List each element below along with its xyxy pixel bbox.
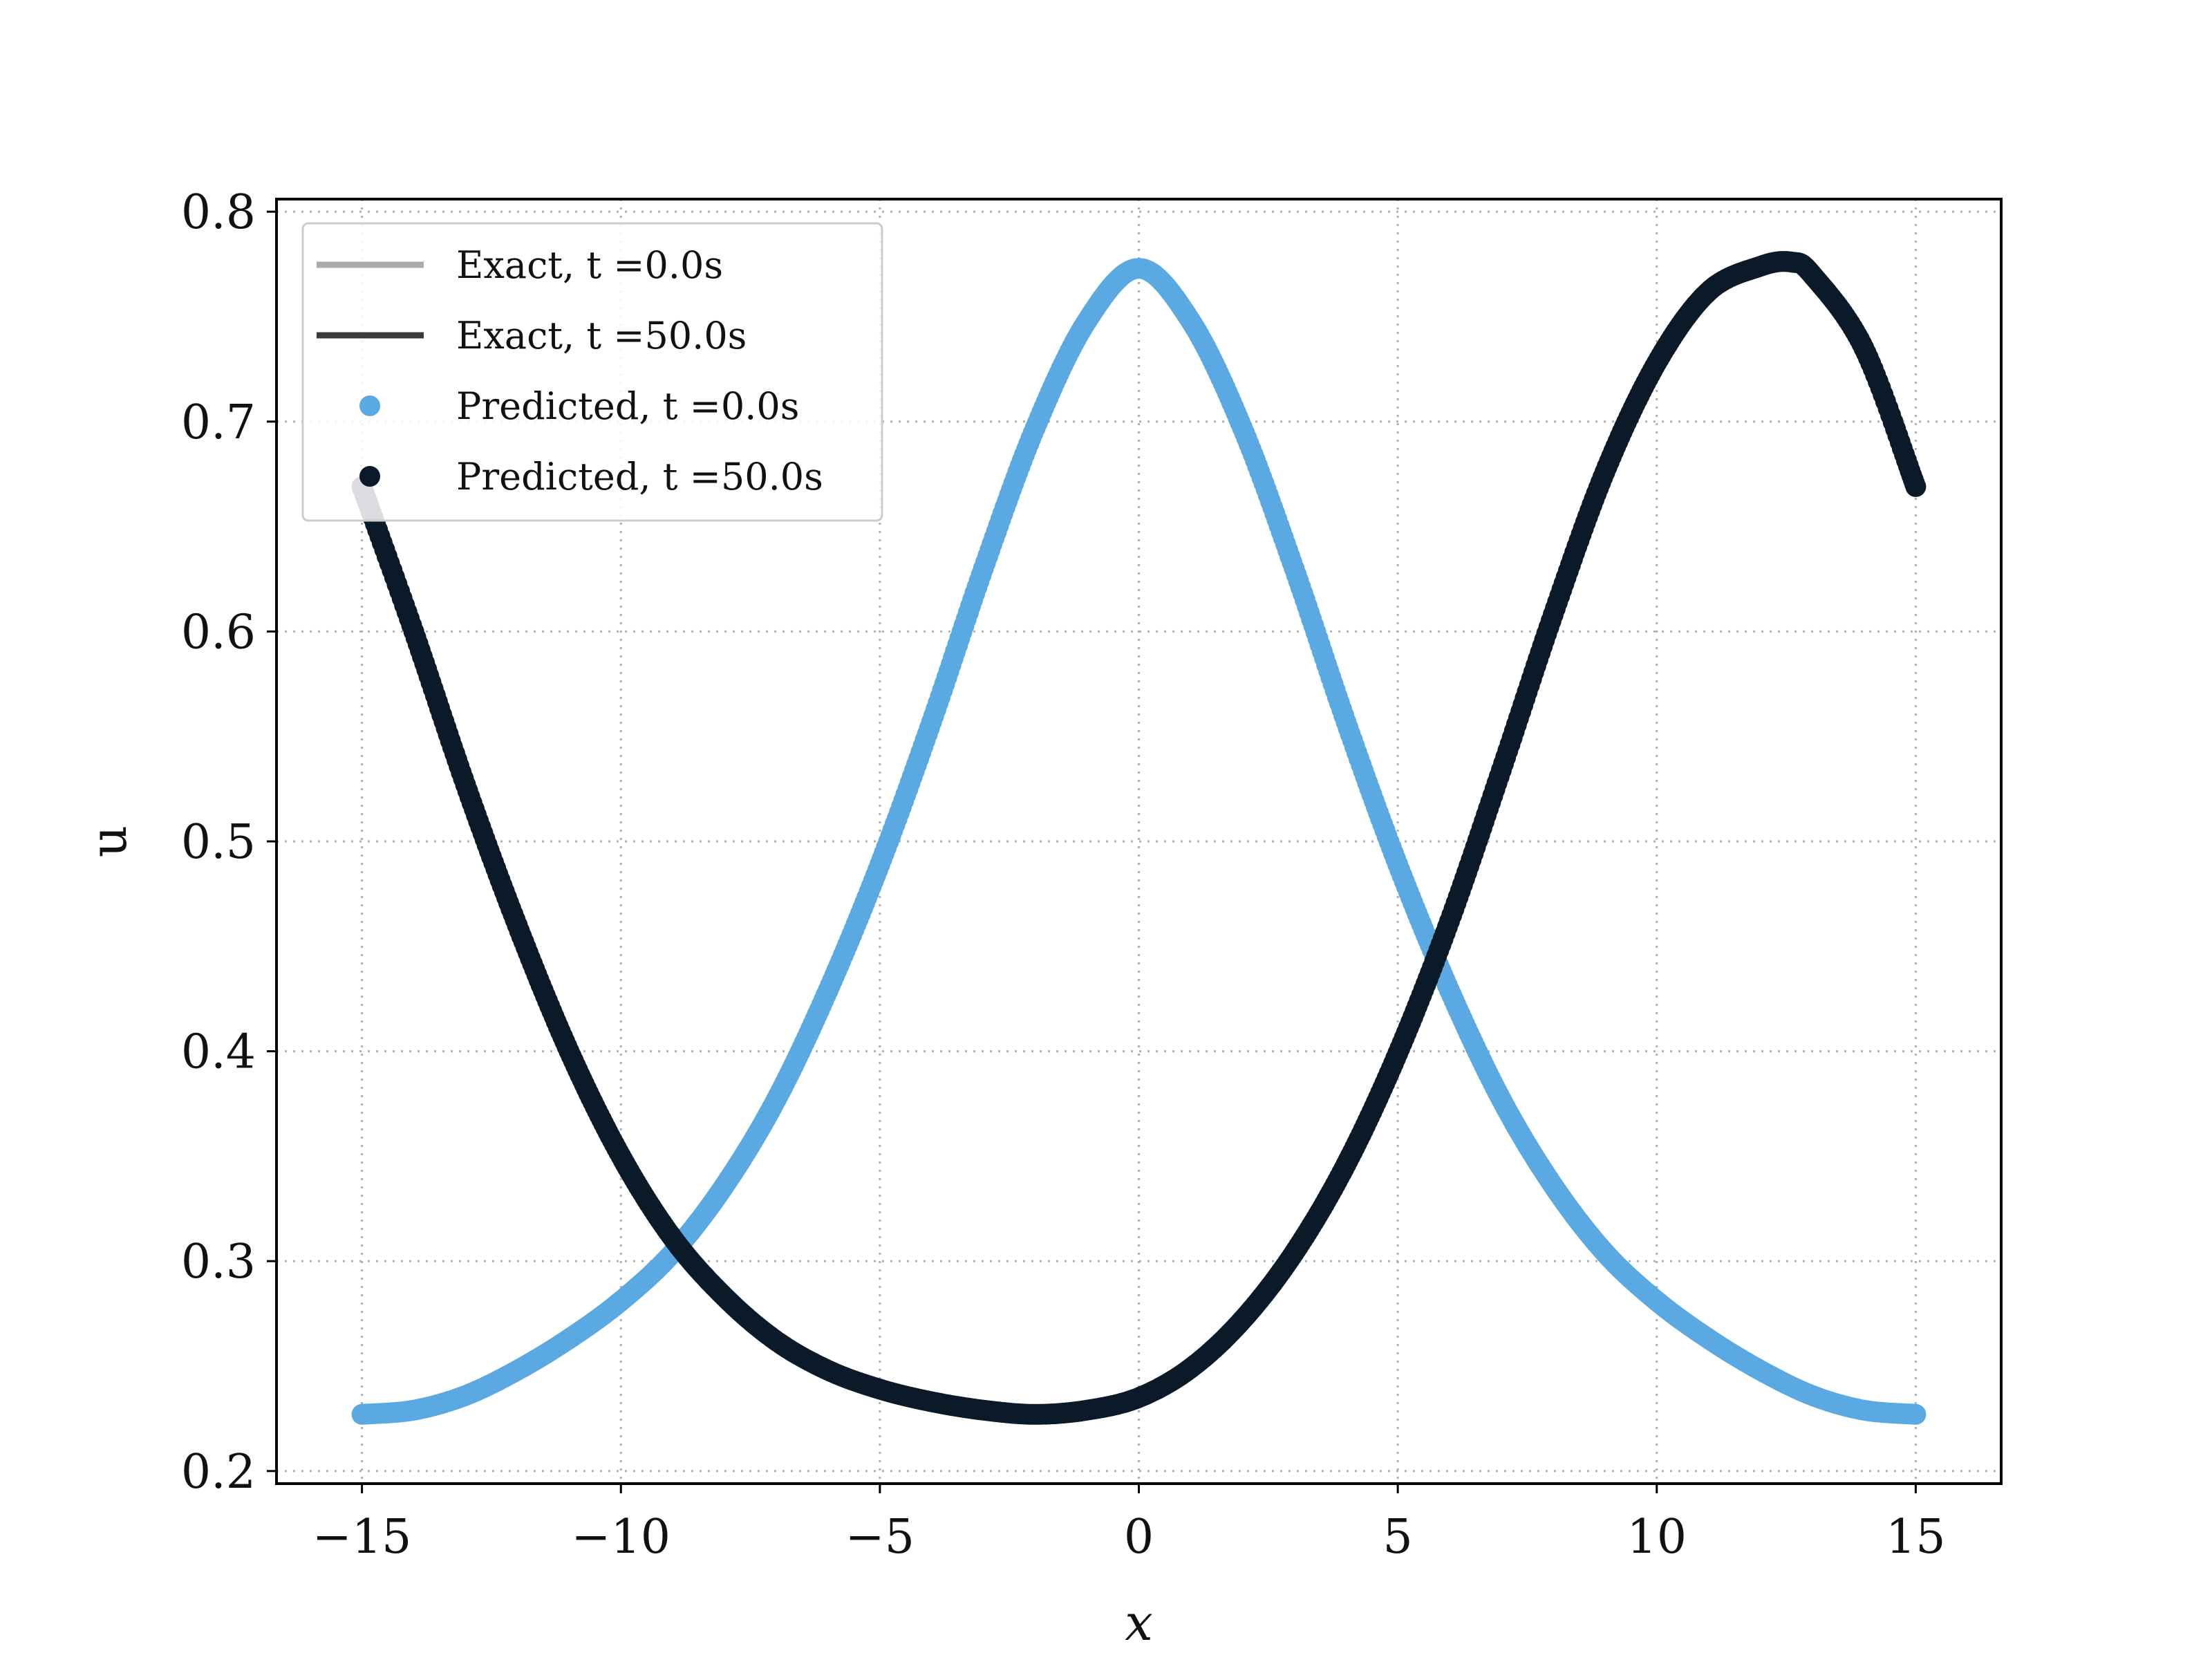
legend-box: [301, 222, 883, 522]
x-tick-label: −15: [312, 1510, 412, 1565]
y-tick-label: 0.2: [181, 1445, 256, 1500]
legend-item: Predicted, t =50.0s: [359, 455, 823, 498]
legend-item: Exact, t =50.0s: [317, 314, 747, 357]
y-axis-label: u: [79, 825, 138, 857]
tick-labels: −15 −10 −5 0 5 10 15 0.2 0.3 0.4 0.5 0.6 0.7 0.8: [181, 185, 1946, 1565]
legend-items: Exact, t =0.0s Exact, t =50.0s Predicted, …: [317, 243, 823, 498]
data-point: [1905, 476, 1927, 497]
x-axis-label: x: [1125, 1594, 1153, 1652]
legend-dot-swatch: [359, 395, 380, 416]
y-tick-label: 0.6: [181, 605, 256, 660]
y-tick-label: 0.4: [181, 1025, 256, 1080]
legend-dot-swatch: [359, 466, 380, 487]
x-tick-label: 5: [1382, 1510, 1412, 1565]
legend-item: Exact, t =0.0s: [317, 243, 723, 287]
legend-label: Exact, t =50.0s: [456, 314, 747, 357]
data-point: [1905, 1403, 1927, 1425]
y-tick-label: 0.8: [181, 185, 256, 240]
legend-label: Exact, t =0.0s: [456, 243, 723, 287]
y-tick-label: 0.3: [181, 1235, 256, 1289]
x-tick-label: 10: [1627, 1510, 1687, 1565]
y-tick-label: 0.5: [181, 815, 256, 870]
legend-item: Predicted, t =0.0s: [359, 384, 799, 428]
legend-label: Predicted, t =50.0s: [456, 455, 823, 498]
legend-label: Predicted, t =0.0s: [456, 384, 799, 428]
grid-lines: [276, 199, 2001, 1484]
x-tick-label: 15: [1886, 1510, 1946, 1565]
x-tick-label: −5: [845, 1510, 915, 1565]
legend: Exact, t =0.0s Exact, t =50.0s Predicted, …: [301, 222, 883, 522]
axis-ticks: [267, 210, 1917, 1493]
x-tick-label: 0: [1124, 1510, 1154, 1565]
y-tick-label: 0.7: [181, 395, 256, 450]
x-tick-label: −10: [571, 1510, 671, 1565]
